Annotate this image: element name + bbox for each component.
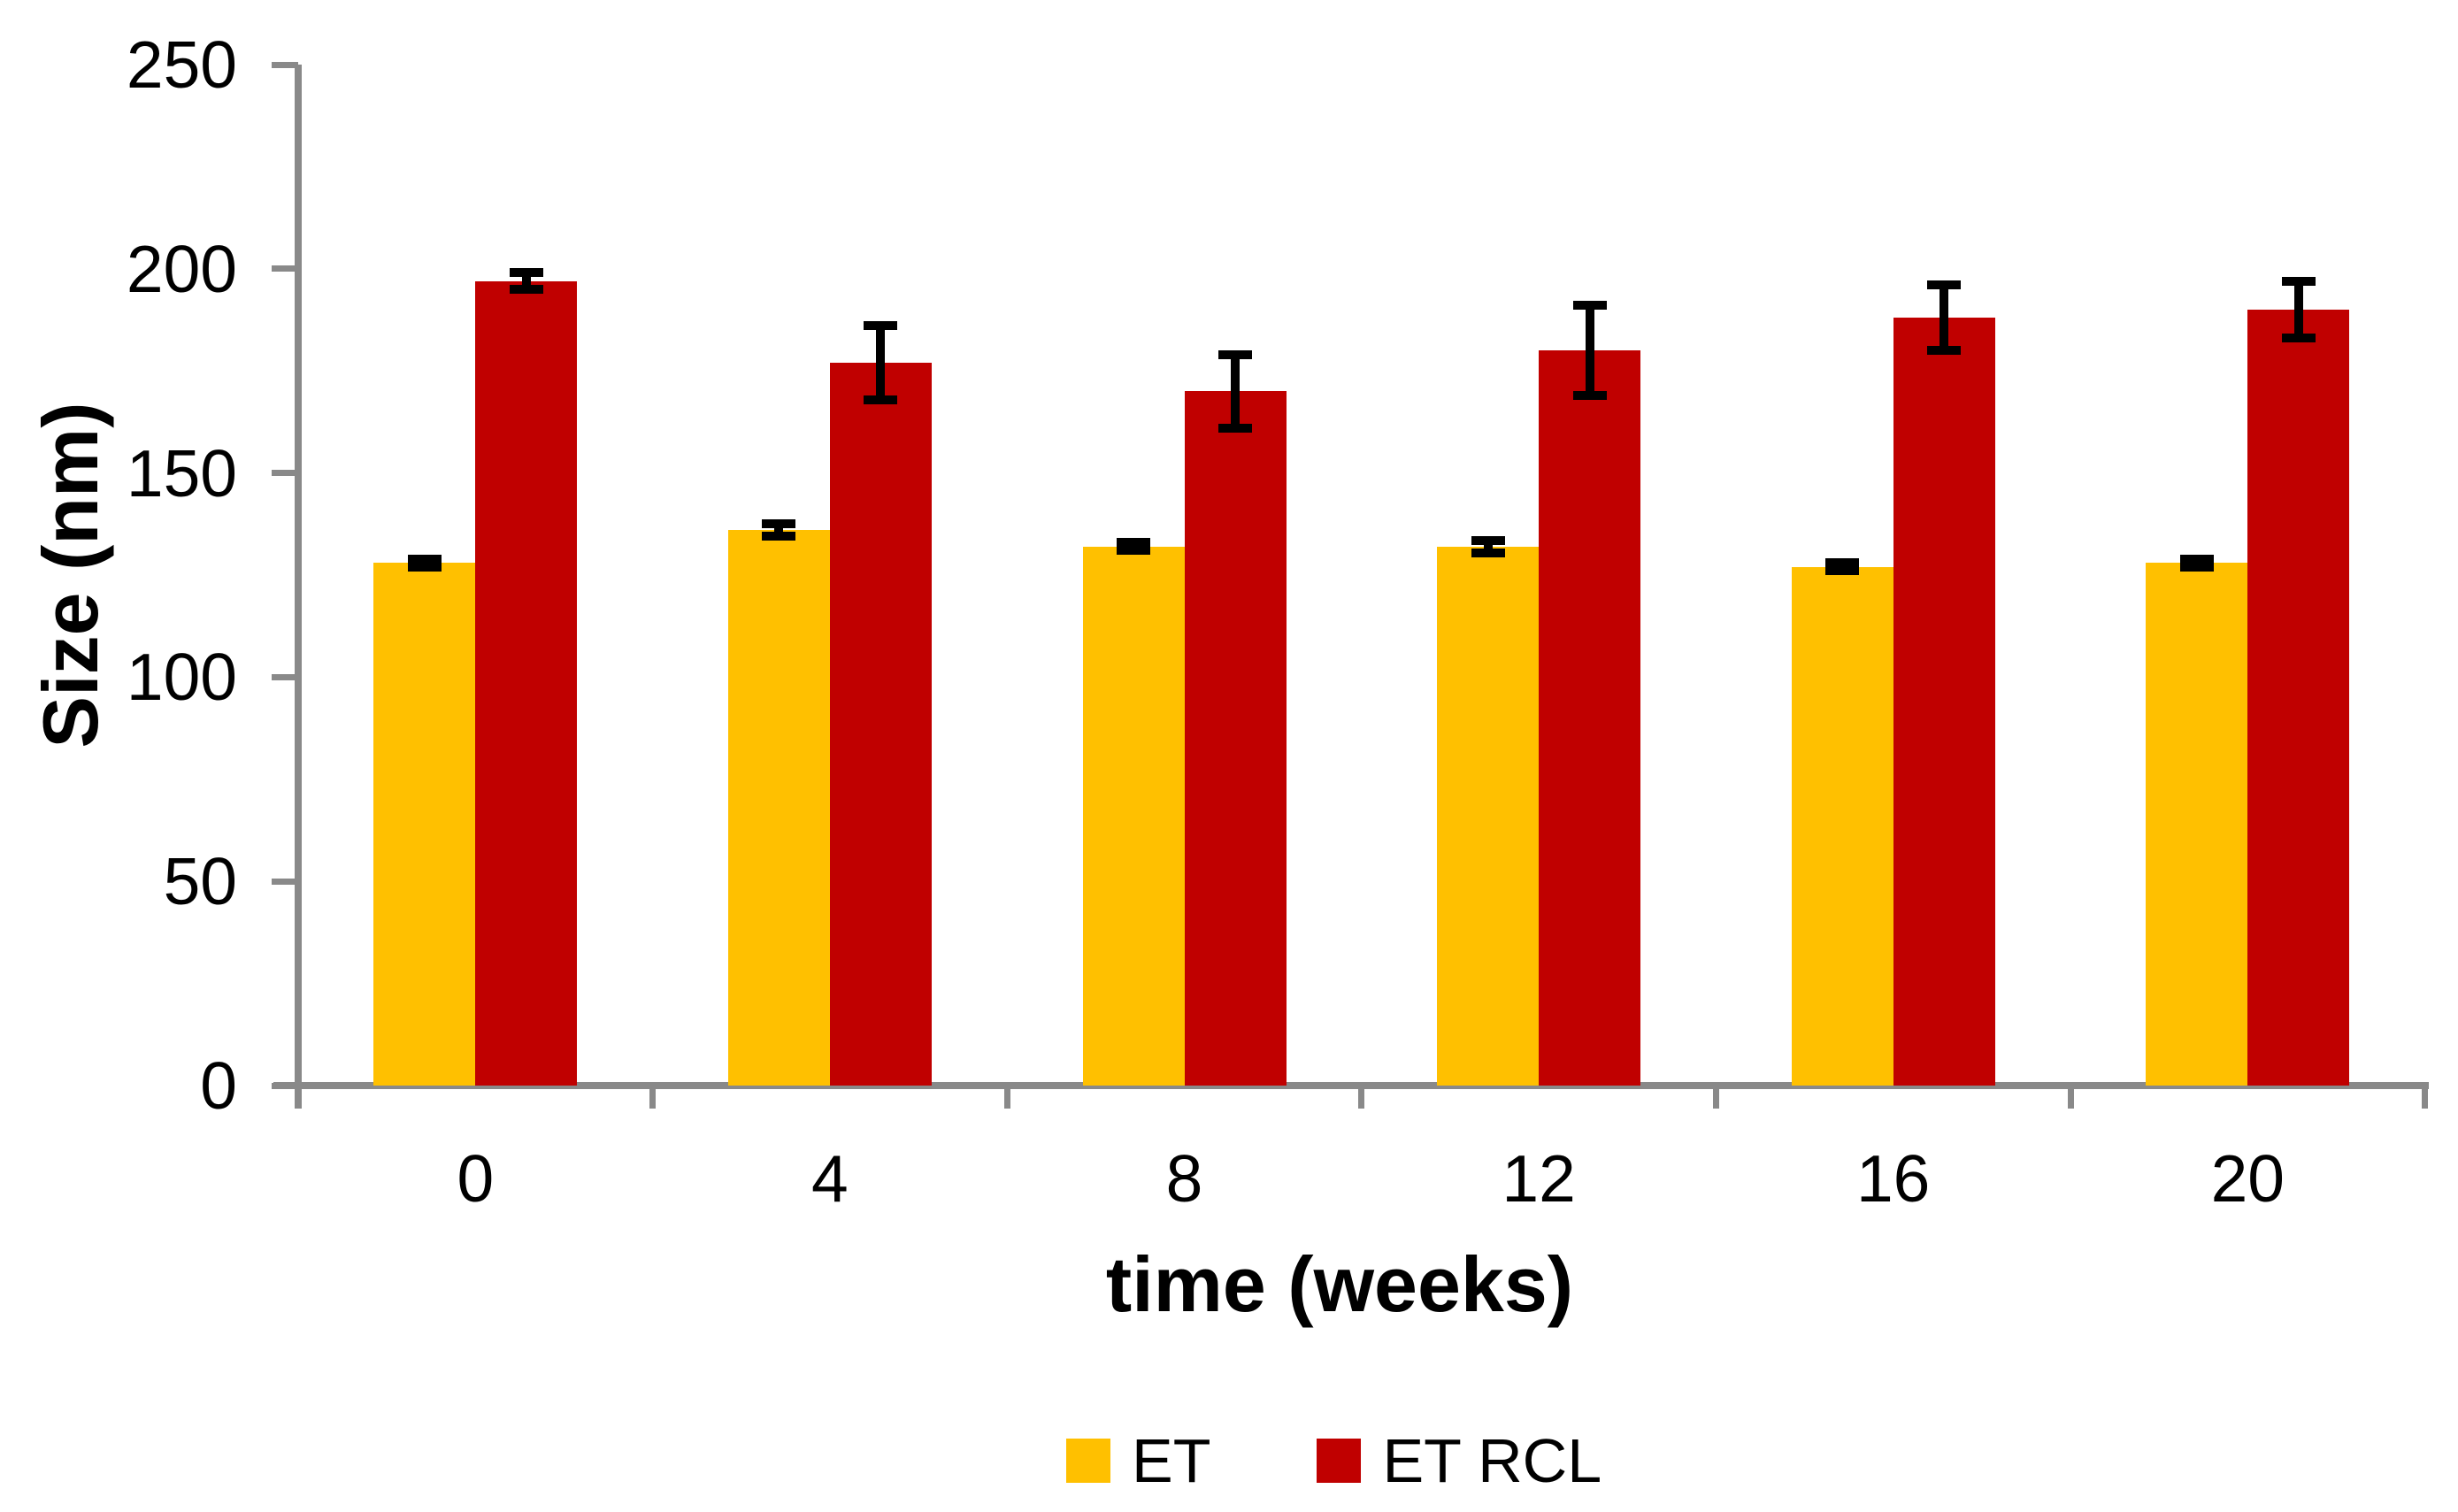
legend-item-et-rcl: ET RCL xyxy=(1317,1426,1602,1495)
x-tick xyxy=(2422,1086,2429,1109)
x-tick xyxy=(649,1086,657,1109)
bar-et-rcl-week-8 xyxy=(1184,391,1287,1086)
error-bar-cap-bottom xyxy=(2281,334,2316,343)
error-bar-cap-top xyxy=(1471,535,1505,545)
error-bar-stem xyxy=(1585,305,1594,395)
error-bar-cap-top xyxy=(864,321,898,331)
x-category-label: 0 xyxy=(457,1141,495,1216)
bar-et-week-8 xyxy=(1082,546,1185,1086)
error-bar-stem xyxy=(2293,280,2303,339)
y-tick-label: 50 xyxy=(163,844,237,919)
bar-et-rcl-week-12 xyxy=(1539,350,1641,1086)
error-bar-cap-bottom xyxy=(1572,390,1607,400)
bar-et-rcl-week-20 xyxy=(2247,309,2350,1086)
bar-et-rcl-week-16 xyxy=(1893,318,1995,1086)
error-bar-stem xyxy=(774,524,784,537)
error-bar-cap-bottom xyxy=(1927,346,1962,356)
y-tick-label: 200 xyxy=(126,231,237,306)
error-bar-stem xyxy=(876,326,886,400)
y-axis-title: Size (nm) xyxy=(27,402,114,748)
legend: ET ET RCL xyxy=(1066,1426,1602,1495)
y-tick xyxy=(272,878,298,885)
error-bar-cap-top xyxy=(407,554,442,564)
x-category-label: 8 xyxy=(1165,1141,1203,1216)
error-bar-cap-top xyxy=(1117,538,1150,548)
legend-item-et: ET xyxy=(1066,1426,1211,1495)
error-bar-cap-top xyxy=(1825,558,1860,568)
legend-label-et: ET xyxy=(1132,1426,1211,1495)
bar-et-week-20 xyxy=(2146,563,2248,1086)
x-tick xyxy=(1003,1086,1010,1109)
x-axis-line xyxy=(273,1082,2429,1089)
error-bar-cap-top xyxy=(1218,349,1252,359)
error-bar-cap-top xyxy=(1572,301,1607,311)
bar-et-rcl-week-4 xyxy=(829,362,932,1086)
bar-et-week-0 xyxy=(373,563,476,1086)
error-bar-cap-bottom xyxy=(407,562,442,572)
error-bar-cap-bottom xyxy=(762,532,796,541)
bar-et-rcl-week-0 xyxy=(475,280,578,1086)
legend-swatch-et xyxy=(1066,1439,1110,1483)
error-bar-cap-bottom xyxy=(509,284,543,294)
y-tick-label: 100 xyxy=(126,640,237,715)
y-tick xyxy=(272,470,298,477)
error-bar-cap-top xyxy=(1927,280,1962,290)
error-bar-cap-bottom xyxy=(864,395,898,404)
bar-et-week-12 xyxy=(1437,546,1540,1086)
error-bar-stem xyxy=(1940,285,1949,351)
error-bar-cap-bottom xyxy=(2179,562,2214,572)
bar-et-week-16 xyxy=(1791,566,1893,1086)
error-bar-cap-bottom xyxy=(1471,548,1505,557)
x-category-label: 20 xyxy=(2210,1141,2285,1216)
y-tick-label: 0 xyxy=(200,1048,237,1123)
error-bar-stem xyxy=(1483,540,1493,553)
error-bar-cap-bottom xyxy=(1218,423,1252,433)
x-category-label: 4 xyxy=(811,1141,849,1216)
legend-swatch-et-rcl xyxy=(1317,1439,1362,1483)
legend-label-et-rcl: ET RCL xyxy=(1382,1426,1602,1495)
error-bar-cap-top xyxy=(2179,554,2214,564)
error-bar-cap-top xyxy=(762,519,796,529)
x-axis-title: time (weeks) xyxy=(1105,1240,1574,1328)
y-tick xyxy=(272,265,298,272)
error-bar-cap-top xyxy=(509,268,543,278)
error-bar-cap-bottom xyxy=(1117,546,1150,556)
error-bar-stem xyxy=(521,272,531,289)
x-category-label: 12 xyxy=(1502,1141,1576,1216)
error-bar-cap-top xyxy=(2281,276,2316,286)
y-axis-line xyxy=(295,65,302,1109)
y-tick xyxy=(272,673,298,680)
x-tick xyxy=(1712,1086,1719,1109)
y-tick-label: 150 xyxy=(126,435,237,510)
y-tick xyxy=(272,61,298,68)
y-tick xyxy=(272,1082,298,1089)
error-bar-stem xyxy=(1231,354,1240,428)
x-tick xyxy=(2067,1086,2074,1109)
x-category-label: 16 xyxy=(1855,1141,1931,1216)
error-bar-cap-bottom xyxy=(1825,566,1860,576)
x-tick xyxy=(1358,1086,1365,1109)
bar-et-week-4 xyxy=(727,530,830,1086)
y-tick-label: 250 xyxy=(126,27,237,102)
